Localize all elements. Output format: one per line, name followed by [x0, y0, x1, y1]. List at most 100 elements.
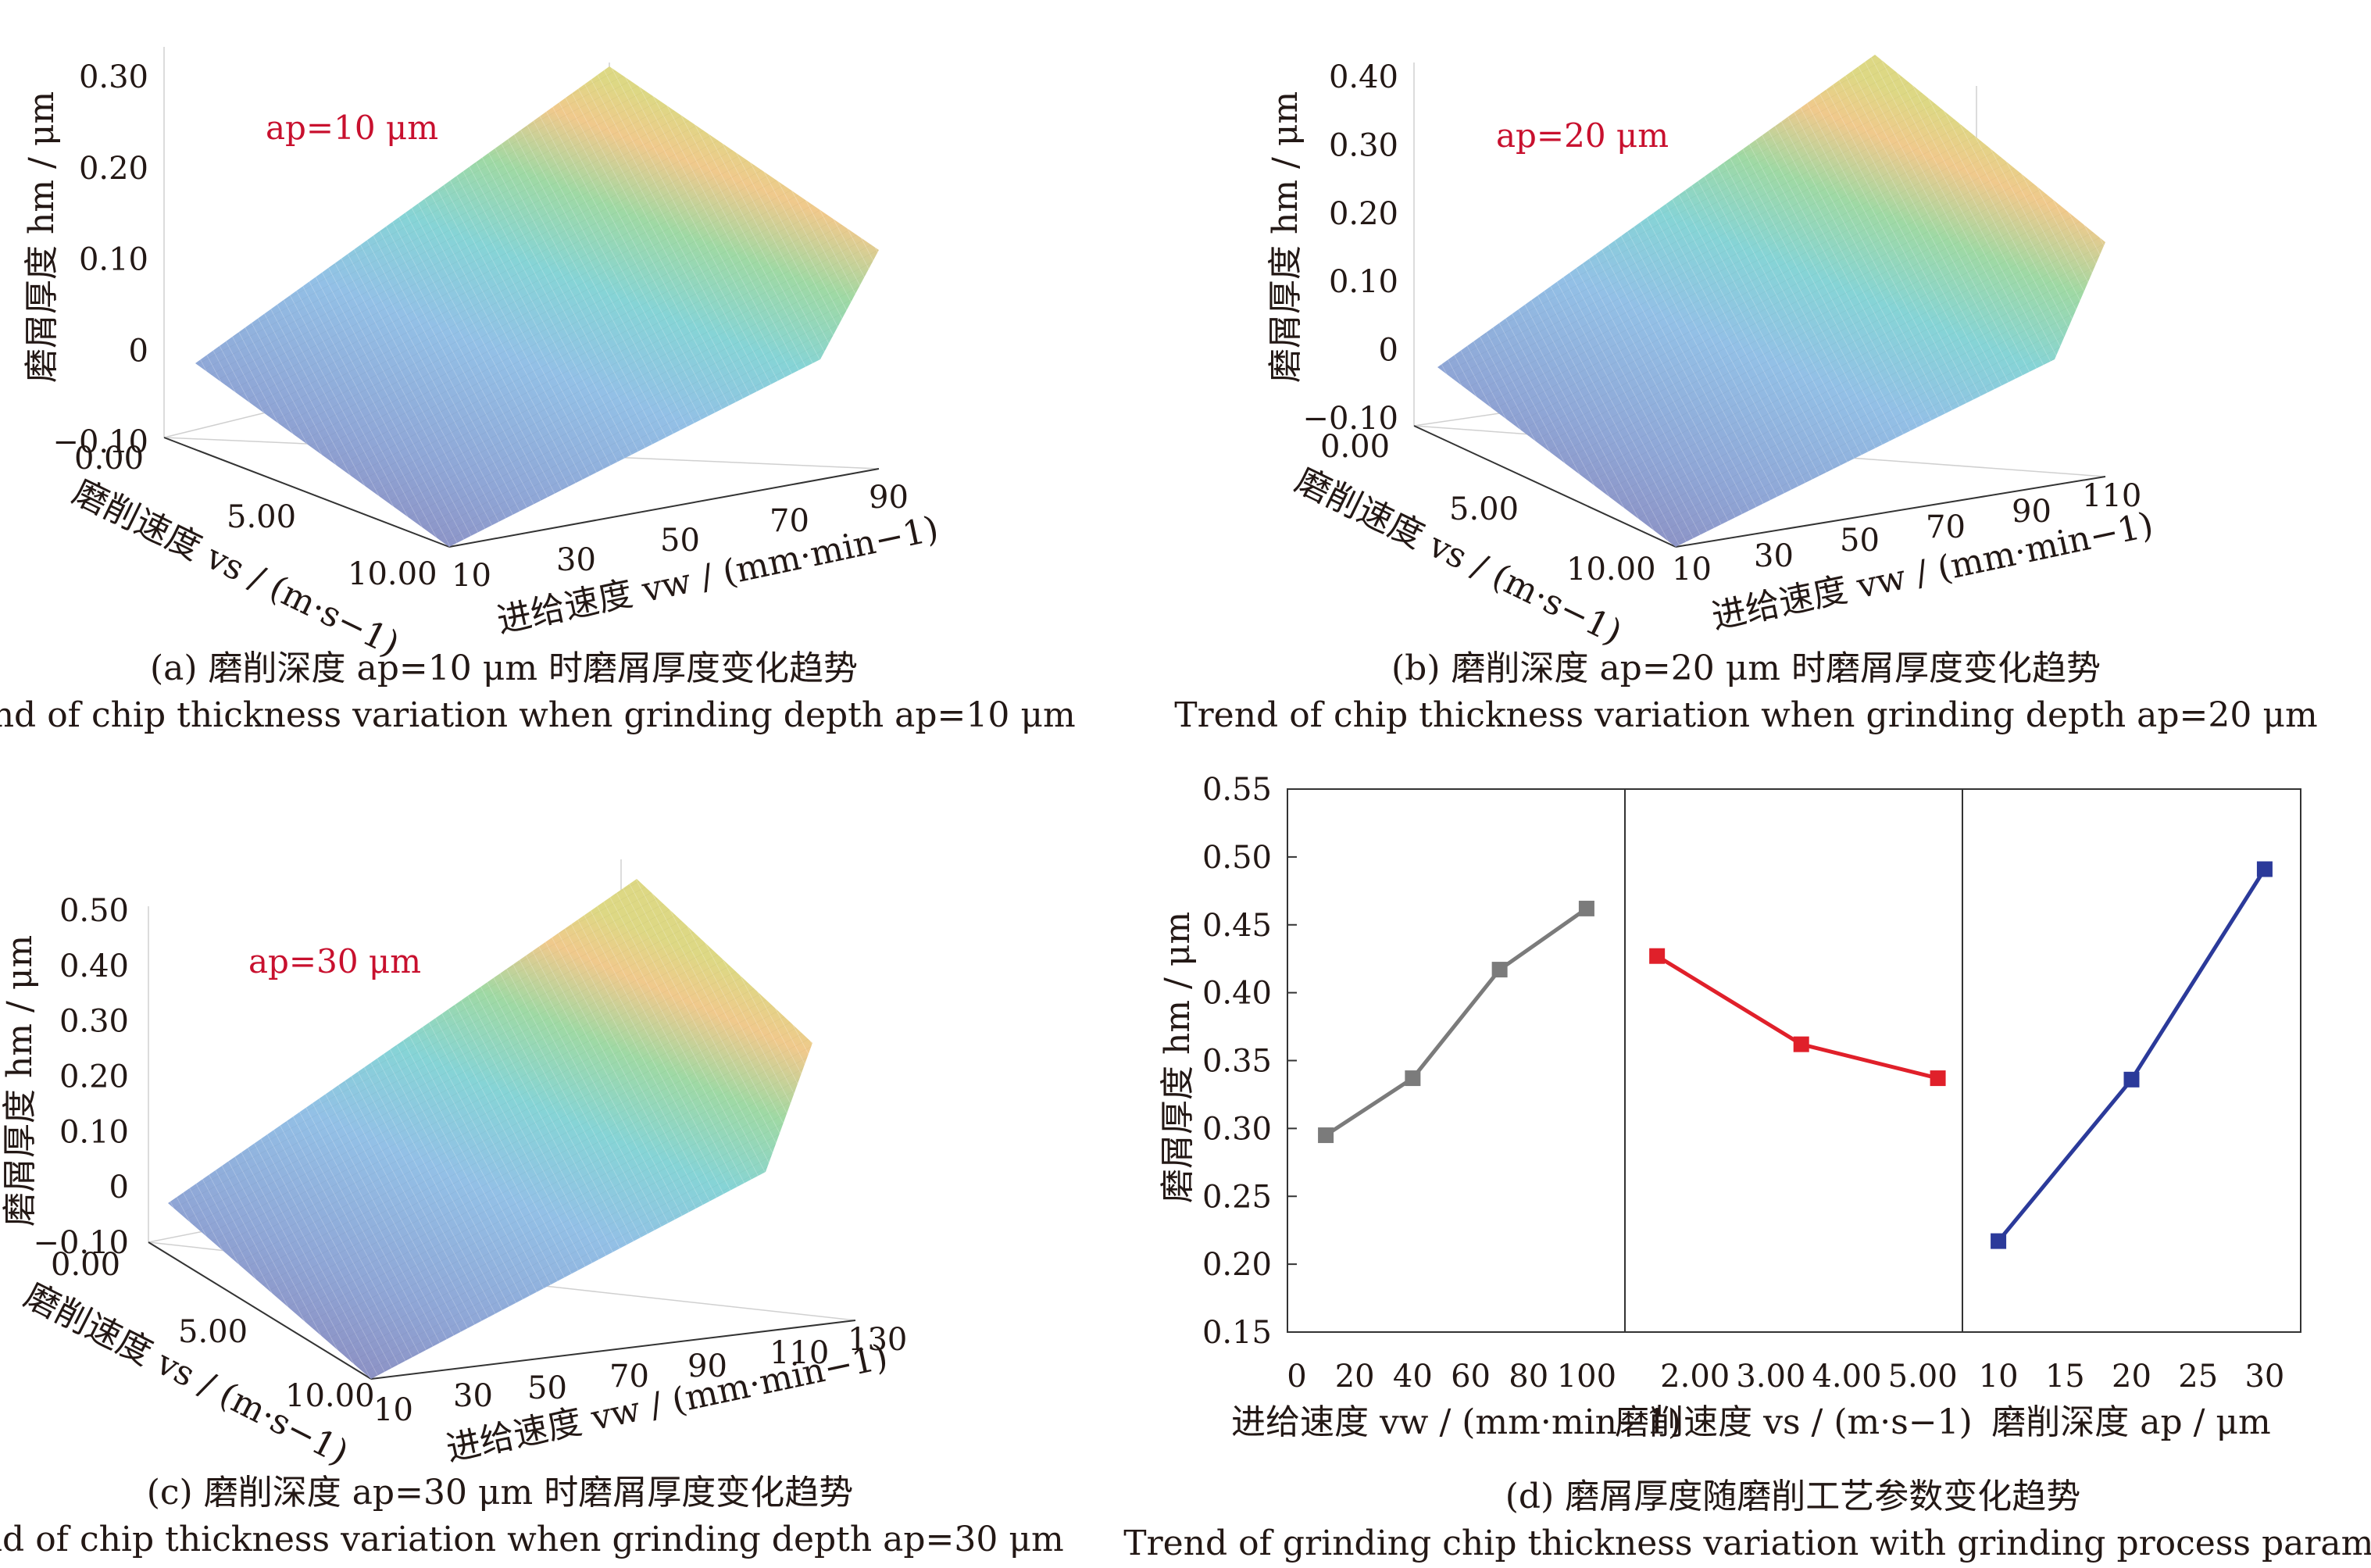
panel-b-caption-en: Trend of chip thickness variation when g…	[1174, 695, 2317, 735]
panel-c-ytick-2: 10.00	[285, 1378, 375, 1414]
panel-b-xtick-1: 30	[1754, 538, 1794, 574]
panel-a-xtick-0: 10	[452, 558, 491, 594]
panel-c-ztick-0: 0.50	[59, 893, 129, 929]
panel-c-ztick-4: 0.10	[59, 1114, 129, 1150]
panel-a-ytick-1: 5.00	[227, 499, 296, 535]
panel-c-ztick-1: 0.40	[59, 948, 129, 984]
panel-a-xtick-1: 30	[556, 542, 596, 578]
panel-b-y-axis	[1413, 425, 1676, 548]
panel-a-ztick-3: 0	[129, 333, 148, 369]
panel-c-zlabel: 磨屑厚度 hm / μm	[0, 935, 40, 1227]
panel-d-series-2-point-0	[1991, 1233, 2007, 1249]
panel-d-1-xtick-2: 4.00	[1812, 1359, 1881, 1395]
panel-c-xtick-6: 130	[848, 1322, 907, 1358]
panel-d-ylabel: 磨屑厚度 hm / μm	[1158, 912, 1198, 1203]
panel-a-xtick-4: 90	[869, 480, 909, 516]
panel-d-0-xtick-0: 0	[1287, 1359, 1306, 1395]
panel-b-ytick-1: 5.00	[1449, 491, 1519, 527]
panel-c-xtick-4: 90	[687, 1348, 727, 1384]
panel-b-caption-cn: (b) 磨削深度 ap=20 μm 时磨屑厚度变化趋势	[1391, 648, 2101, 688]
panel-b-ztick-5: −0.10	[1302, 401, 1398, 437]
panel-d-xlabel-1: 磨削速度 vs / (m·s−1)	[1615, 1402, 1973, 1442]
panel-a-caption-en: Trend of chip thickness variation when g…	[0, 695, 1076, 735]
panel-c-xtick-1: 30	[453, 1378, 493, 1414]
panel-a-y-axis	[163, 437, 450, 548]
panel-c: 0.50 0.40 0.30 0.20 0.10 0 −0.10 0.00 5.00 10.…	[0, 859, 1064, 1559]
panel-c-ytick-0: 0.00	[51, 1247, 120, 1283]
panel-d-1-xtick-3: 5.00	[1888, 1359, 1958, 1395]
panel-b-ztick-2: 0.20	[1329, 196, 1398, 232]
panel-d: 0.15 0.20 0.25 0.30 0.35 0.40 0.45 0.50 0.55 0 20…	[1123, 772, 2371, 1563]
panel-d-series-0-line	[1324, 906, 1588, 1138]
panel-d-series-0-point-0	[1318, 1127, 1334, 1144]
panel-c-xtick-2: 50	[527, 1370, 567, 1406]
panel-a-ztick-4: −0.10	[52, 424, 148, 460]
panel-d-series-1-point-2	[1930, 1070, 1946, 1087]
panel-d-0-xtick-1: 20	[1335, 1359, 1375, 1395]
panel-d-xlabel-2: 磨削深度 ap / μm	[1991, 1402, 2271, 1442]
panel-d-2-xtick-0: 10	[1979, 1359, 2019, 1395]
panel-c-xlabel: 进给速度 vw / (mm·min−1)	[443, 1337, 891, 1470]
panel-a-zlabel: 磨屑厚度 hm / μm	[22, 91, 62, 383]
panel-a-xtick-2: 50	[660, 523, 700, 559]
panel-d-frame	[1287, 788, 2301, 1333]
panel-a-xtick-3: 70	[770, 503, 809, 539]
panel-d-series-1-point-1	[1793, 1036, 1809, 1052]
panel-d-series-2-point-2	[2256, 861, 2273, 877]
panel-d-0-xtick-2: 40	[1393, 1359, 1433, 1395]
panel-b: 0.40 0.30 0.20 0.10 0 −0.10 0.00 5.00 10.00 1…	[1174, 55, 2318, 735]
panel-d-series-2-line	[1997, 868, 2267, 1243]
panel-b-xtick-0: 10	[1672, 552, 1712, 588]
panel-a-ytick-0: 0.00	[74, 441, 144, 477]
panel-d-ytick-7: 0.50	[1202, 840, 1272, 876]
panel-b-ztick-3: 0.10	[1329, 264, 1398, 300]
panel-c-x-axis	[370, 1320, 856, 1380]
panel-d-caption-en: Trend of grinding chip thickness variati…	[1123, 1523, 2371, 1563]
panel-d-1-xtick-0: 2.00	[1660, 1359, 1730, 1395]
panel-b-xtick-2: 50	[1840, 523, 1880, 559]
panel-a-ztick-0: 0.30	[79, 59, 148, 95]
panel-c-caption-en: Trend of chip thickness variation when g…	[0, 1520, 1064, 1559]
panel-a-ztick-1: 0.20	[79, 151, 148, 187]
panel-d-series-0-point-3	[1578, 900, 1594, 916]
panel-c-xtick-5: 110	[770, 1335, 829, 1371]
panel-a-caption-cn: (a) 磨削深度 ap=10 μm 时磨屑厚度变化趋势	[150, 648, 858, 688]
panel-d-ytick-2: 0.25	[1202, 1179, 1272, 1215]
panel-d-1-xtick-1: 3.00	[1736, 1359, 1805, 1395]
panel-c-xtick-0: 10	[373, 1392, 413, 1428]
panel-d-0-xtick-3: 60	[1451, 1359, 1491, 1395]
panel-c-ztick-3: 0.20	[59, 1059, 129, 1095]
panel-d-2-xtick-2: 20	[2112, 1359, 2151, 1395]
panel-d-series-1-line	[1655, 954, 1939, 1080]
panel-d-ytick-3: 0.30	[1202, 1111, 1272, 1147]
panel-d-2-xtick-1: 15	[2045, 1359, 2085, 1395]
panel-b-ytick-2: 10.00	[1566, 552, 1656, 588]
panel-a: 0.30 0.20 0.10 0 −0.10 0.00 5.00 10.00 10 30…	[0, 47, 1076, 735]
panel-a-ytick-2: 10.00	[348, 556, 437, 592]
panel-d-xlabel-0: 进给速度 vw / (mm·min−1)	[1231, 1402, 1681, 1442]
panel-b-ztick-4: 0	[1379, 333, 1398, 369]
panel-c-xtick-3: 70	[609, 1359, 649, 1395]
panel-a-ztick-2: 0.10	[79, 242, 148, 278]
panel-d-ytick-0: 0.15	[1202, 1315, 1272, 1351]
panel-b-xtick-4: 90	[2012, 494, 2051, 530]
panel-d-ytick-4: 0.35	[1202, 1044, 1272, 1080]
panel-b-xtick-5: 110	[2082, 478, 2141, 514]
panel-c-ztick-6: −0.10	[33, 1225, 129, 1261]
panel-c-ztick-2: 0.30	[59, 1004, 129, 1040]
panel-b-ytick-0: 0.00	[1320, 429, 1390, 465]
panel-d-ytick-1: 0.20	[1202, 1247, 1272, 1283]
panel-d-ytick-8: 0.55	[1202, 772, 1272, 808]
panel-d-ytick-6: 0.45	[1202, 908, 1272, 944]
panel-b-annotation: ap=20 μm	[1496, 116, 1669, 155]
panel-c-ytick-1: 5.00	[178, 1314, 248, 1350]
panel-d-caption-cn: (d) 磨屑厚度随磨削工艺参数变化趋势	[1505, 1477, 2080, 1516]
panel-d-series-2-point-1	[2123, 1071, 2140, 1088]
panel-d-2-xtick-3: 25	[2178, 1359, 2218, 1395]
panel-b-zlabel: 磨屑厚度 hm / μm	[1266, 91, 1305, 383]
panel-c-y-axis	[148, 1241, 372, 1380]
panel-c-ztick-5: 0	[109, 1170, 129, 1205]
panel-d-0-xtick-4: 80	[1509, 1359, 1548, 1395]
panel-d-series-0-point-2	[1491, 962, 1508, 978]
